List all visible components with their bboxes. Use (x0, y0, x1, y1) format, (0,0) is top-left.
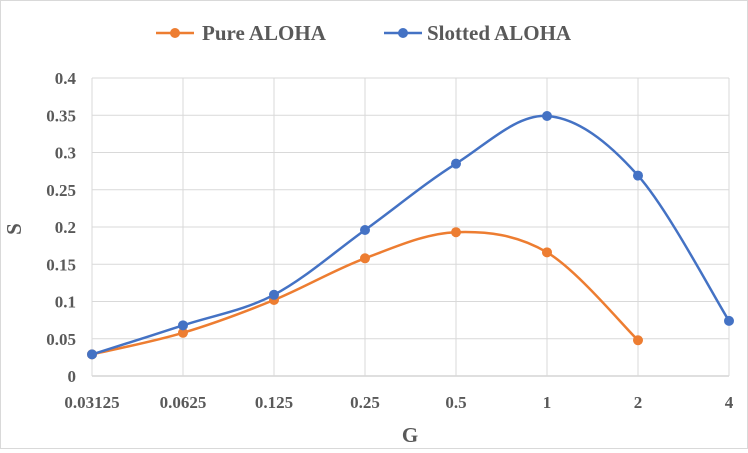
y-tick-label: 0.3 (55, 144, 76, 163)
data-point (633, 335, 643, 346)
y-tick-label: 0.05 (46, 330, 76, 349)
legend-label: Pure ALOHA (202, 21, 327, 45)
data-point (360, 253, 370, 264)
data-point (542, 247, 552, 258)
legend-swatch-marker (170, 28, 180, 38)
data-point (451, 227, 461, 238)
legend: Pure ALOHA Slotted ALOHA (156, 21, 572, 45)
x-tick-label: 4 (725, 393, 734, 412)
data-point (633, 170, 643, 181)
x-tick-label: 2 (634, 393, 643, 412)
data-point (360, 224, 370, 235)
y-tick-label: 0.2 (55, 218, 76, 237)
legend-label: Slotted ALOHA (427, 21, 572, 45)
x-tick-label: 0.125 (255, 393, 293, 412)
data-point (724, 315, 734, 326)
x-tick-label: 0.0625 (160, 393, 207, 412)
series (87, 110, 734, 360)
data-point (451, 158, 461, 169)
data-point (87, 349, 97, 360)
x-tick-label: 0.5 (445, 393, 466, 412)
x-axis-title: G (402, 423, 418, 447)
data-point (542, 110, 552, 121)
x-tick-label: 0.03125 (64, 393, 119, 412)
legend-swatch-marker (398, 28, 408, 38)
y-tick-label: 0.4 (55, 69, 77, 88)
x-tick-label: 0.25 (350, 393, 380, 412)
data-point (178, 320, 188, 331)
y-tick-label: 0.1 (55, 293, 76, 312)
y-tick-label: 0.25 (46, 181, 76, 200)
data-point (269, 289, 279, 300)
y-tick-label: 0.35 (46, 106, 76, 125)
x-axis-ticks: 0.03125 0.0625 0.125 0.25 0.5 1 2 4 (64, 393, 733, 412)
y-axis-ticks: 0 0.05 0.1 0.15 0.2 0.25 0.3 0.35 0.4 (46, 69, 76, 386)
x-tick-label: 1 (543, 393, 552, 412)
data-point (178, 327, 188, 338)
y-tick-label: 0.15 (46, 255, 76, 274)
y-axis-title: S (2, 223, 26, 235)
y-tick-label: 0 (68, 367, 77, 386)
series-line-1 (90, 114, 731, 356)
